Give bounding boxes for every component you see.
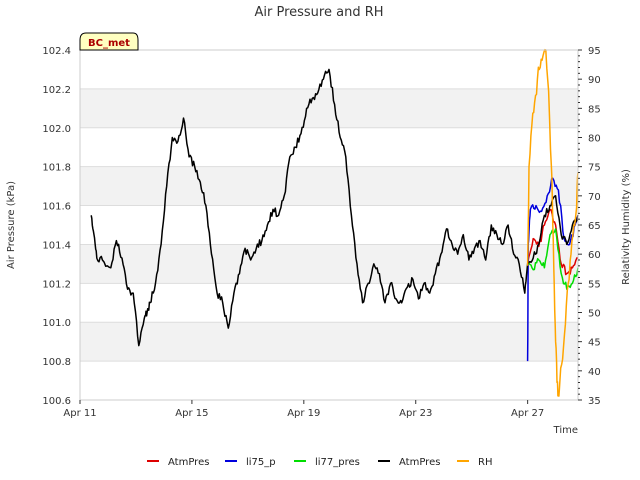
- y2-tick-label: 80: [588, 134, 601, 145]
- badge-label: BC_met: [88, 38, 130, 49]
- y-tick-label: 101.0: [42, 318, 71, 329]
- y2-tick-label: 85: [588, 104, 601, 115]
- y2-axis-ticks: 35 40 45 50 55 60 65 70 75 80 85 90 95: [578, 46, 601, 407]
- y2-tick-label: 55: [588, 279, 601, 290]
- y-tick-label: 101.2: [42, 279, 71, 290]
- y2-tick-label: 35: [588, 396, 601, 407]
- band: [80, 88, 578, 128]
- background-bands: [80, 88, 578, 362]
- x-axis-ticks: Apr 11 Apr 15 Apr 19 Apr 23 Apr 27: [63, 400, 544, 419]
- y-tick-label: 101.6: [42, 202, 71, 213]
- y2-tick-label: 60: [588, 250, 601, 261]
- badge-shape: [79, 32, 139, 51]
- legend-label: AtmPres: [399, 457, 440, 468]
- y2-tick-label: 90: [588, 75, 601, 86]
- legend-label: li75_p: [246, 457, 276, 468]
- legend: AtmPres li75_p li77_pres AtmPres RH: [147, 457, 492, 468]
- legend-label: AtmPres: [168, 457, 209, 468]
- y2-tick-label: 75: [588, 163, 601, 174]
- y-tick-label: 102.0: [42, 124, 71, 135]
- x-tick-label: Apr 27: [511, 408, 544, 419]
- y-tick-label: 101.8: [42, 163, 71, 174]
- y-tick-label: 102.2: [42, 85, 71, 96]
- y2-tick-label: 40: [588, 367, 601, 378]
- y-tick-label: 101.4: [42, 240, 71, 251]
- x-tick-label: Apr 23: [399, 408, 432, 419]
- series-line-rh-4: [526, 48, 579, 397]
- y-axis-ticks: 100.6 100.8 101.0 101.2 101.4 101.6 101.8 102.0…: [42, 46, 71, 407]
- y2-tick-label: 65: [588, 221, 601, 232]
- y-tick-label: 102.4: [42, 46, 71, 57]
- station-badge: BC_met: [79, 32, 139, 51]
- y2-tick-label: 45: [588, 338, 601, 349]
- band: [80, 166, 578, 206]
- y2-tick-label: 95: [588, 46, 601, 57]
- y-tick-label: 100.6: [42, 396, 71, 407]
- legend-label: RH: [478, 457, 492, 468]
- series-line-atmpres-3: [90, 68, 579, 347]
- y2-tick-label: 50: [588, 309, 601, 320]
- chart-title: Air Pressure and RH: [254, 5, 383, 20]
- band: [80, 244, 578, 284]
- x-tick-label: Apr 15: [175, 408, 208, 419]
- y-axis-label: Air Pressure (kPa): [6, 181, 17, 269]
- y2-tick-label: 70: [588, 192, 601, 203]
- band: [80, 322, 578, 362]
- legend-label: li77_pres: [315, 457, 360, 468]
- y2-axis-label: Relativity Humidity (%): [621, 169, 632, 285]
- x-tick-label: Apr 19: [287, 408, 320, 419]
- x-axis-label: Time: [553, 425, 578, 436]
- x-tick-label: Apr 11: [63, 408, 96, 419]
- series-line-li75-p-1: [526, 177, 579, 362]
- series-layer: [90, 48, 579, 397]
- y-tick-label: 100.8: [42, 357, 71, 368]
